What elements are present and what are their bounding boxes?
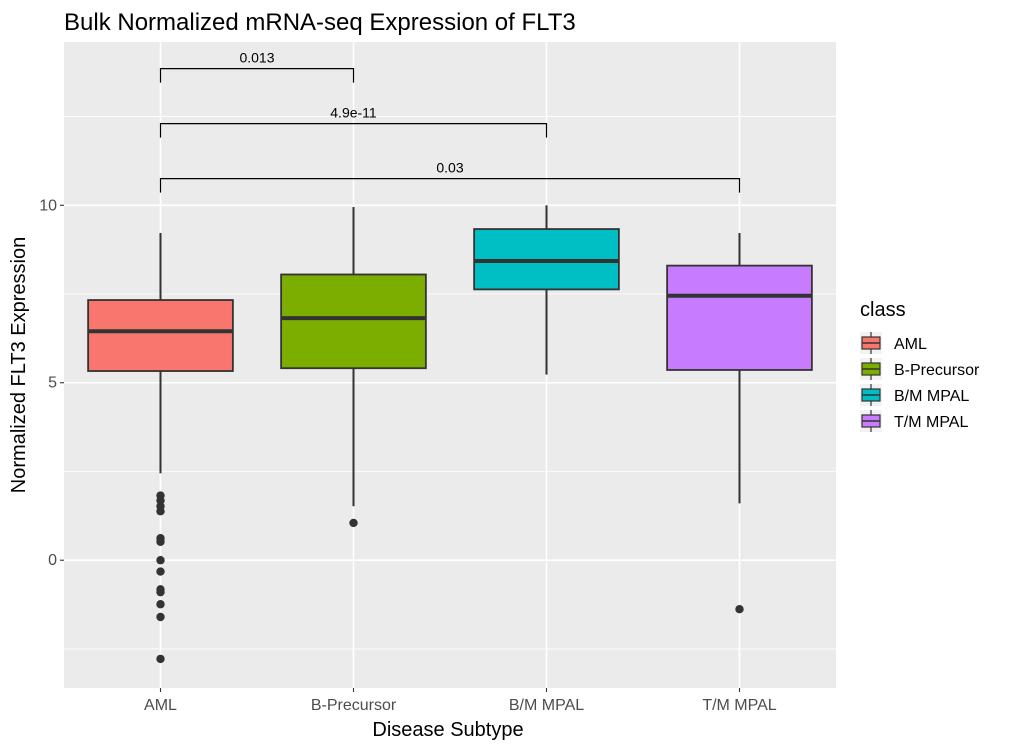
x-tick-label: AML [144, 697, 177, 714]
comparison-bracket: 4.9e-11 [159, 105, 548, 138]
bracket-line [159, 68, 355, 83]
x-tick-label: T/M MPAL [702, 697, 776, 714]
x-axis-title: Disease Subtype [372, 719, 523, 741]
significance-brackets: 0.013 4.9e-11 0.03 [159, 50, 741, 193]
outlier-point [156, 556, 165, 565]
box-1 [87, 232, 234, 664]
outlier-point [156, 654, 165, 664]
y-tick-label: 0 [48, 552, 57, 569]
y-axis: 0 5 10 [39, 197, 64, 569]
comparison-bracket: 0.013 [159, 50, 355, 83]
y-axis-title: Normalized FLT3 Expression [8, 237, 30, 493]
comparison-bracket: 0.03 [159, 160, 741, 193]
box-iqr [280, 273, 427, 370]
legend-item: B/M MPAL [860, 384, 969, 406]
bracket-line [159, 178, 741, 193]
p-value-label: 0.013 [239, 50, 274, 66]
bracket-line [159, 123, 548, 138]
chart-title: Bulk Normalized mRNA-seq Expression of F… [64, 9, 576, 36]
p-value-label: 0.03 [436, 160, 463, 176]
legend-item: T/M MPAL [860, 410, 968, 432]
boxes-layer [87, 205, 813, 664]
outlier-point [735, 605, 744, 614]
outlier-point [156, 587, 165, 597]
outlier-point [156, 600, 165, 609]
y-tick-label: 5 [48, 375, 57, 392]
x-tick-label: B/M MPAL [509, 697, 584, 714]
p-value-label: 4.9e-11 [330, 105, 377, 121]
outlier-point [156, 507, 165, 516]
legend: class AML B-Precursor B/M MPAL T/M MPAL [860, 299, 980, 432]
legend-label: B/M MPAL [894, 388, 969, 405]
box-3 [473, 205, 620, 375]
legend-item: B-Precursor [860, 358, 980, 380]
x-axis: AML B-Precursor B/M MPAL T/M MPAL [144, 688, 777, 714]
outlier-point [349, 518, 358, 528]
box-iqr [666, 264, 813, 371]
legend-label: AML [894, 336, 927, 353]
legend-item: AML [860, 332, 927, 354]
box-4 [666, 232, 813, 614]
legend-title: class [860, 299, 906, 321]
outlier-point [156, 567, 165, 576]
y-tick-label: 10 [39, 197, 57, 214]
outlier-point [156, 537, 165, 546]
x-tick-label: B-Precursor [311, 697, 397, 714]
box-2 [280, 207, 427, 528]
box-iqr [87, 299, 234, 372]
legend-label: T/M MPAL [894, 414, 968, 431]
legend-label: B-Precursor [894, 362, 980, 379]
outlier-point [156, 612, 165, 622]
